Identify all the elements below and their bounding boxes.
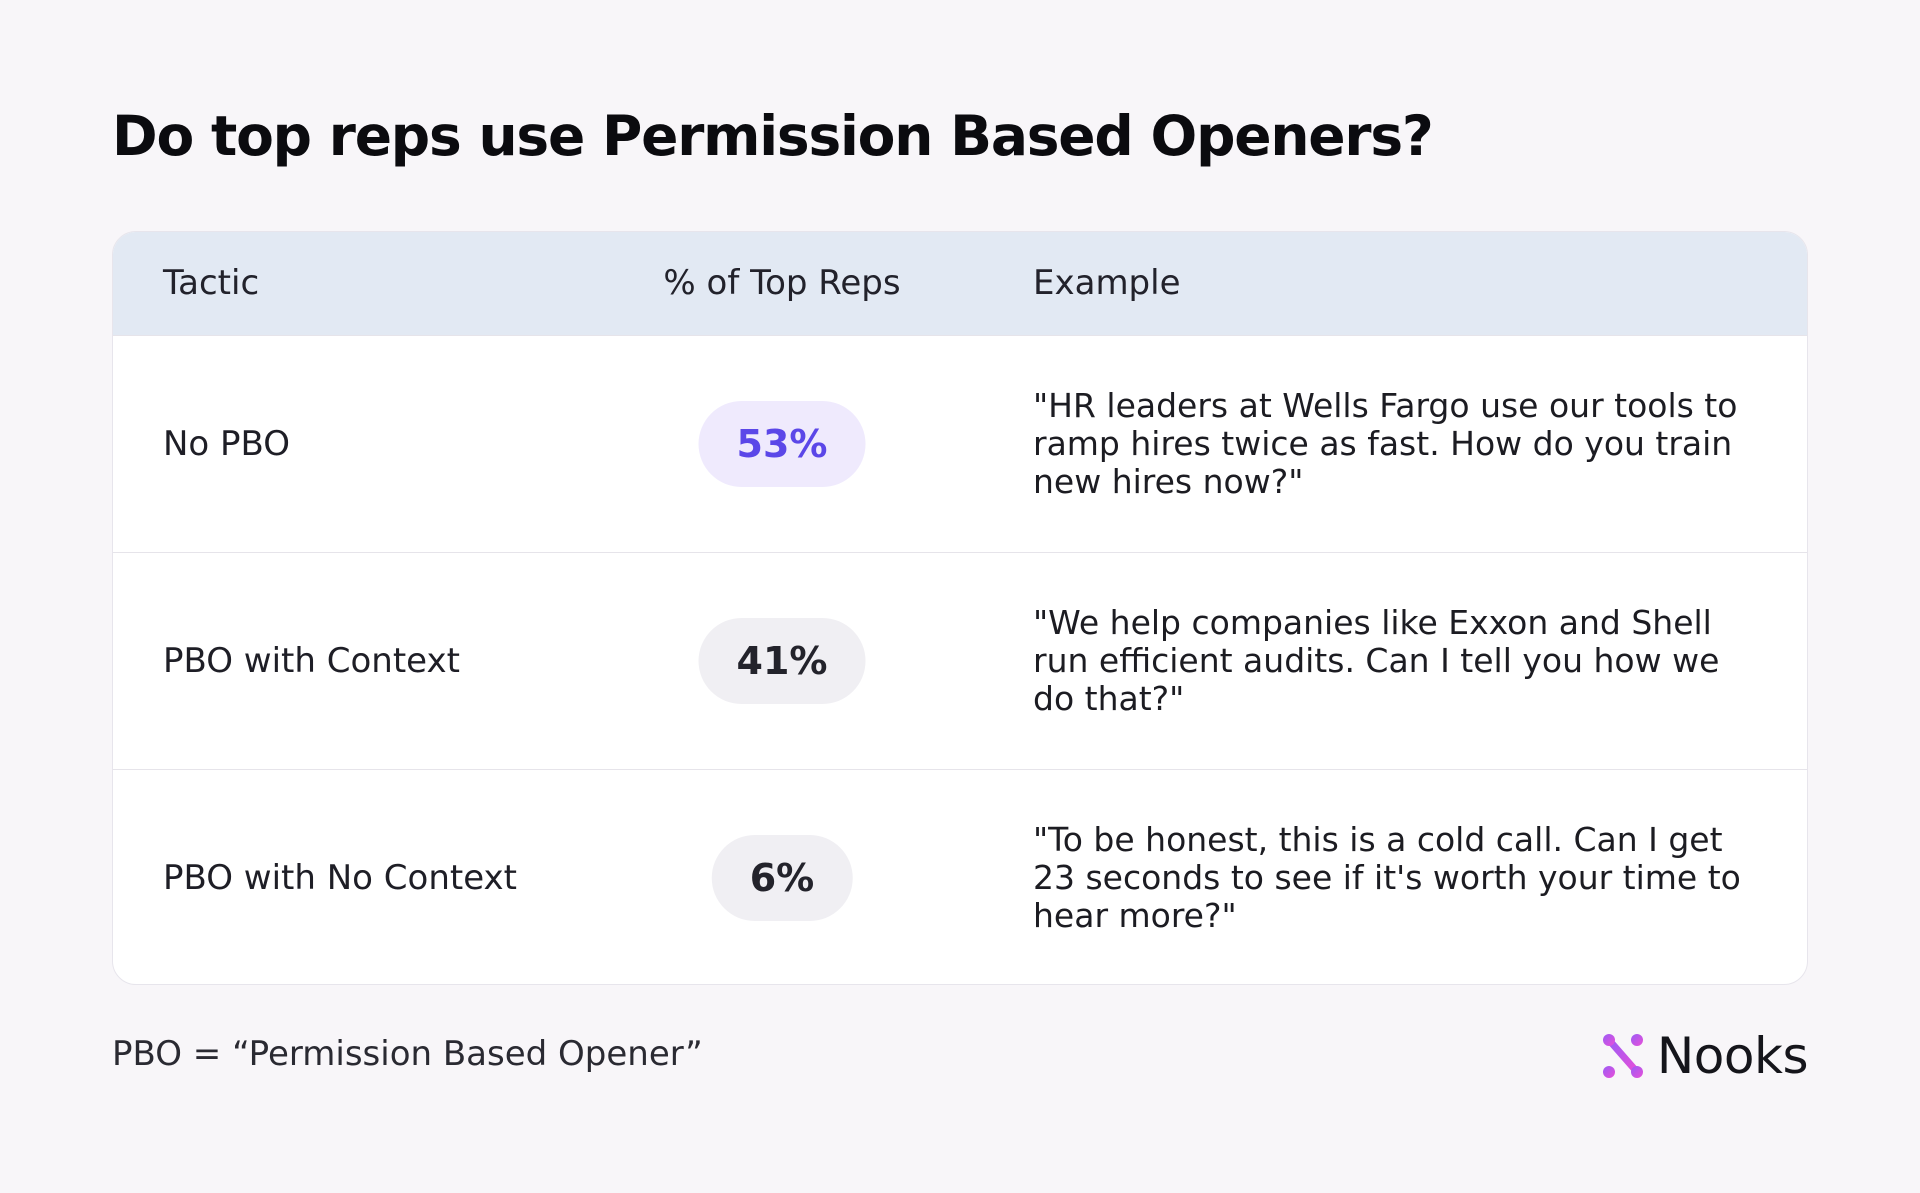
brand-name: Nooks (1656, 1027, 1809, 1085)
column-header-percent: % of Top Reps (663, 263, 901, 303)
percent-badge: 6% (711, 835, 853, 921)
tactic-cell: No PBO (163, 424, 291, 464)
column-header-tactic: Tactic (163, 263, 260, 303)
page-title: Do top reps use Permission Based Openers… (112, 104, 1434, 168)
table-row: PBO with No Context 6% "To be honest, th… (113, 769, 1807, 984)
footnote: PBO = “Permission Based Opener” (112, 1034, 703, 1074)
percent-badge: 53% (698, 401, 866, 487)
column-header-example: Example (1033, 263, 1181, 303)
tactics-table: Tactic % of Top Reps Example No PBO 53% … (112, 231, 1808, 985)
brand-logo: Nooks (1599, 1026, 1809, 1086)
table-row: PBO with Context 41% "We help companies … (113, 552, 1807, 769)
example-cell: "To be honest, this is a cold call. Can … (1033, 820, 1741, 935)
tactic-cell: PBO with No Context (163, 858, 517, 898)
table-header: Tactic % of Top Reps Example (113, 232, 1807, 335)
example-cell: "We help companies like Exxon and Shell … (1033, 603, 1720, 718)
percent-badge: 41% (698, 618, 866, 704)
tactic-cell: PBO with Context (163, 641, 460, 681)
table-row: No PBO 53% "HR leaders at Wells Fargo us… (113, 335, 1807, 552)
nooks-logo-icon (1602, 1034, 1643, 1078)
example-cell: "HR leaders at Wells Fargo use our tools… (1033, 386, 1738, 501)
